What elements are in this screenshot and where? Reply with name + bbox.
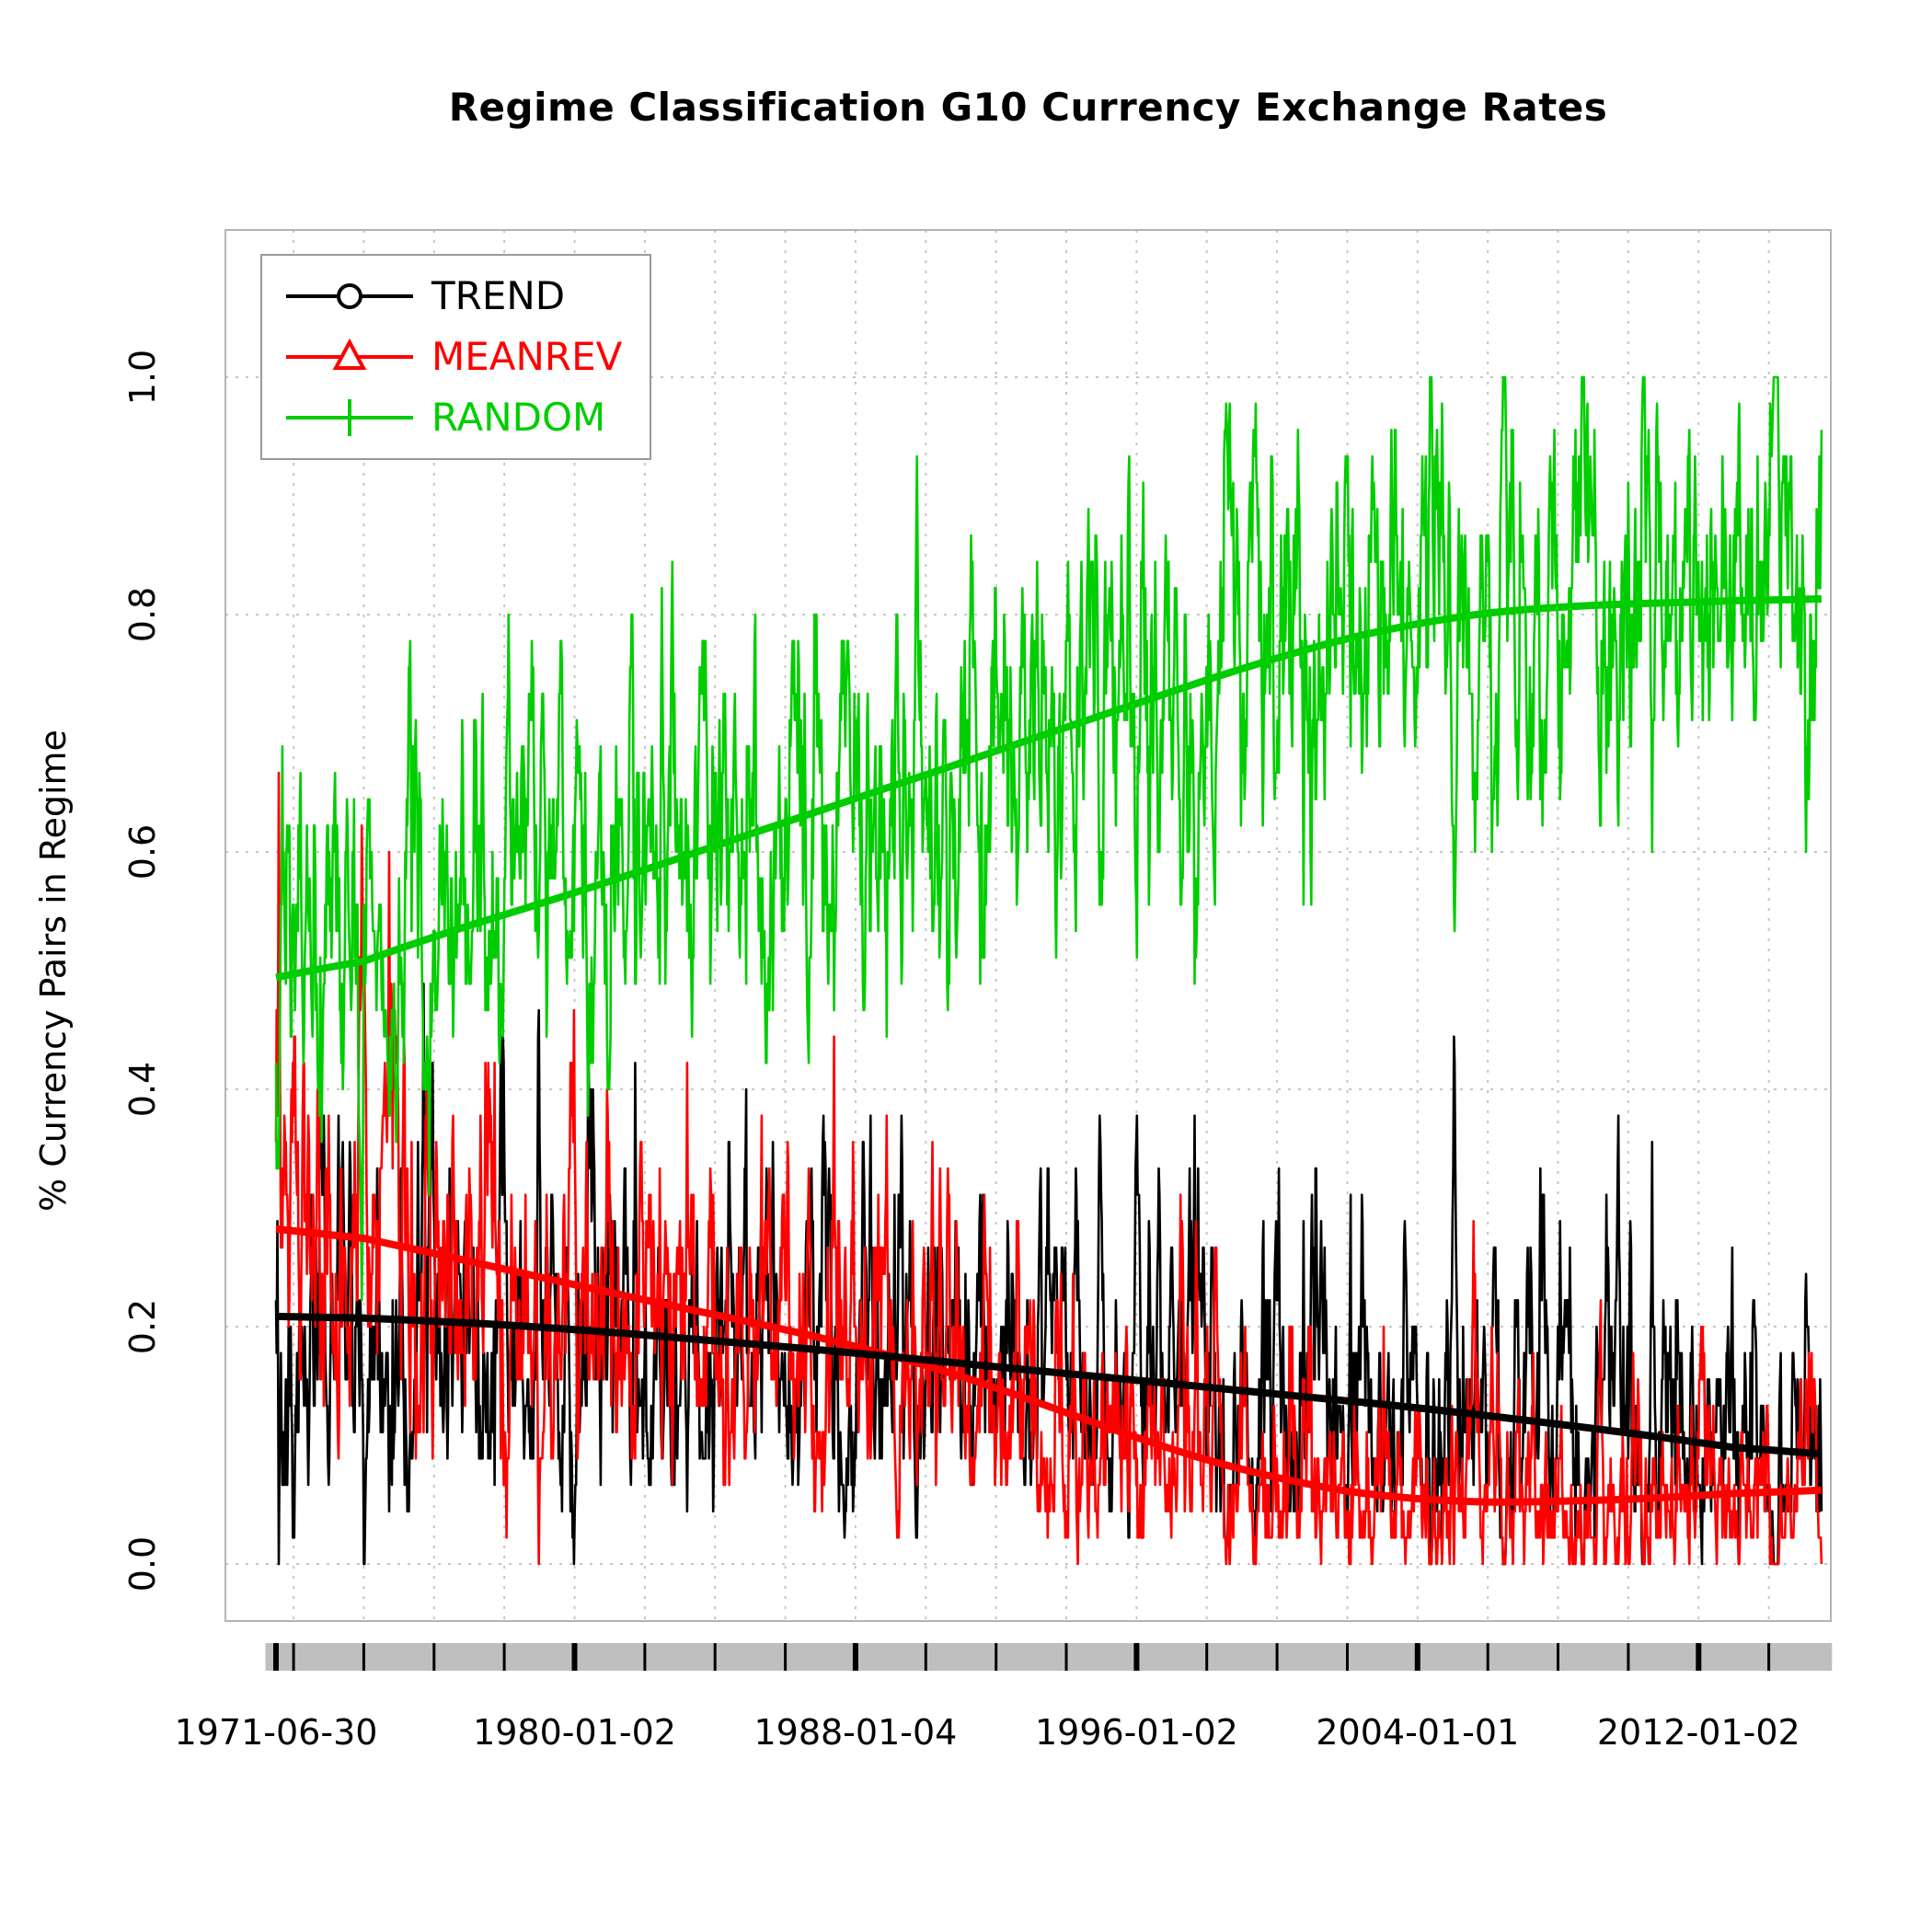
series-trend [274, 983, 1823, 1566]
plot-frame [224, 229, 1832, 1622]
date-axis-band [265, 1643, 1833, 1671]
chart-title: Regime Classification G10 Currency Excha… [448, 85, 1608, 130]
smooth-trend [275, 1312, 1823, 1458]
y-tick-label: 0.6 [122, 824, 163, 880]
y-tick-label: 0.4 [122, 1062, 163, 1117]
x-tick-label: 1971-06-30 [175, 1712, 378, 1753]
series-meanrev [274, 771, 1823, 1566]
random-plus-marker-icon [286, 399, 413, 436]
trend-circle-marker-icon [286, 283, 413, 309]
x-tick-label: 1996-01-02 [1035, 1712, 1238, 1753]
legend-label-trend: TREND [431, 273, 566, 318]
y-tick-label: 0.0 [122, 1536, 163, 1592]
legend-item-random: RANDOM [281, 392, 622, 443]
x-tick-label: 2012-01-02 [1597, 1712, 1800, 1753]
x-tick-label: 1980-01-02 [473, 1712, 676, 1753]
x-tick-label: 1988-01-04 [753, 1712, 957, 1753]
y-tick-label: 0.2 [122, 1299, 163, 1354]
legend-item-trend: TREND [281, 270, 622, 322]
legend: TREND MEANREV RANDOM [260, 254, 652, 460]
legend-item-meanrev: MEANREV [281, 331, 622, 383]
smooth-random [275, 595, 1822, 982]
y-tick-label: 0.8 [122, 587, 163, 642]
x-tick-label: 2004-01-01 [1316, 1712, 1519, 1753]
smooth-meanrev [275, 1225, 1823, 1506]
legend-label-random: RANDOM [431, 395, 606, 440]
y-tick-label: 1.0 [122, 350, 163, 405]
meanrev-triangle-marker-icon [286, 338, 413, 370]
legend-label-meanrev: MEANREV [431, 334, 623, 379]
series-random [274, 375, 1823, 1302]
